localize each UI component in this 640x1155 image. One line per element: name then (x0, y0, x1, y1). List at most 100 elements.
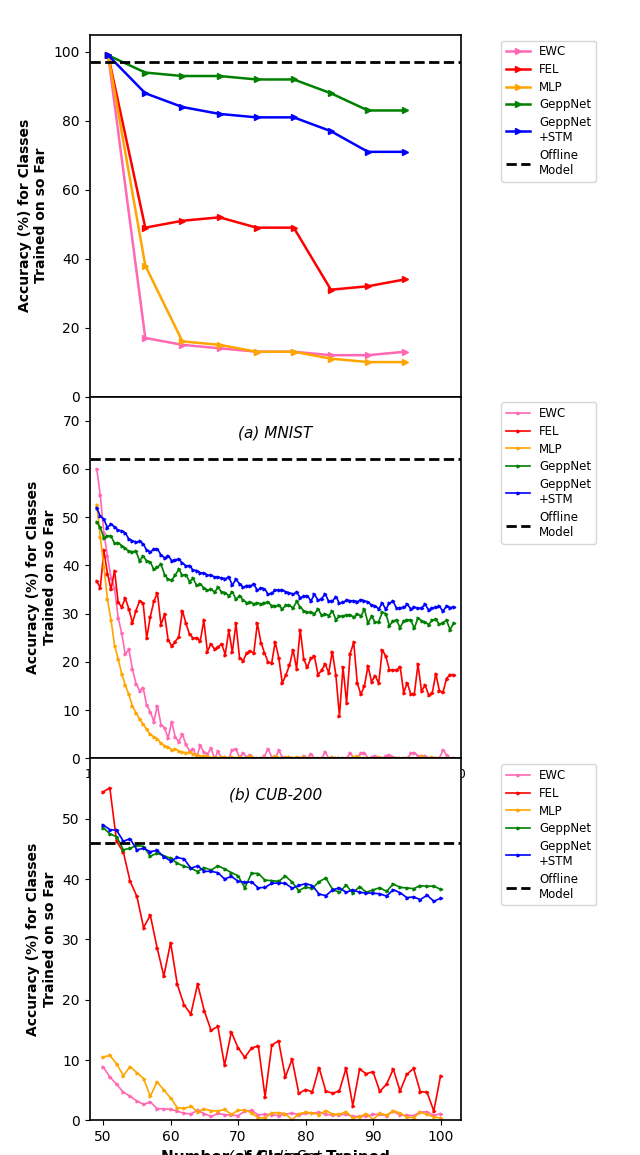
GeppNet
+STM (182, 559, 190, 573)
GeppNet
+STM (360, 594, 368, 608)
GeppNet
+STM (343, 594, 351, 608)
MLP (288, 1113, 296, 1127)
GeppNet (450, 616, 458, 629)
GeppNet
+STM (207, 864, 215, 878)
GeppNet
+STM (93, 501, 100, 515)
EWC (450, 752, 458, 766)
GeppNet (93, 515, 100, 529)
GeppNet (257, 597, 265, 611)
Offline
Model (67, 55, 75, 69)
FEL (335, 709, 343, 723)
MLP (327, 352, 335, 366)
FEL (93, 574, 100, 588)
GeppNet (307, 605, 315, 619)
GeppNet
+STM (173, 850, 181, 864)
FEL (253, 221, 260, 234)
MLP (436, 1111, 444, 1125)
GeppNet
+STM (436, 892, 444, 906)
EWC (118, 626, 125, 640)
GeppNet (342, 878, 350, 892)
MLP (179, 335, 186, 349)
FEL (180, 998, 188, 1012)
EWC (141, 331, 149, 345)
GeppNet (179, 69, 186, 83)
GeppNet (200, 860, 208, 874)
EWC (179, 338, 186, 352)
GeppNet (141, 66, 149, 80)
GeppNet
+STM (450, 599, 458, 613)
EWC (253, 345, 260, 359)
EWC (349, 1110, 356, 1124)
FEL (430, 1104, 438, 1118)
Y-axis label: Accuracy (%) for Classes
Trained on so Far: Accuracy (%) for Classes Trained on so F… (26, 843, 57, 1036)
EWC (99, 1060, 107, 1074)
MLP (430, 1110, 438, 1124)
Line: FEL: FEL (95, 549, 455, 717)
EWC (93, 462, 100, 476)
MLP (401, 355, 409, 368)
Y-axis label: Accuracy (%) for Classes
Trained on so Far: Accuracy (%) for Classes Trained on so F… (26, 480, 57, 675)
MLP (335, 1108, 343, 1122)
MLP (93, 498, 100, 512)
GeppNet (360, 603, 368, 617)
GeppNet
+STM (104, 49, 112, 62)
Text: (b) CUB-200: (b) CUB-200 (228, 788, 322, 803)
Line: GeppNet
+STM: GeppNet +STM (102, 824, 442, 903)
X-axis label: Number of Classes Trained: Number of Classes Trained (161, 787, 390, 802)
FEL (186, 627, 193, 641)
Line: GeppNet: GeppNet (95, 521, 455, 631)
FEL (350, 635, 358, 649)
Text: (a) MNIST: (a) MNIST (238, 425, 312, 440)
EWC (182, 737, 190, 751)
MLP (346, 751, 354, 765)
EWC (200, 1106, 208, 1120)
Line: GeppNet: GeppNet (105, 52, 408, 114)
FEL (450, 668, 458, 681)
EWC (207, 1110, 215, 1124)
FEL (179, 214, 186, 228)
FEL (99, 785, 107, 799)
GeppNet (182, 568, 190, 582)
EWC (346, 746, 354, 760)
EWC (104, 49, 112, 62)
FEL (436, 1068, 444, 1082)
MLP (104, 49, 112, 62)
GeppNet (401, 104, 409, 118)
GeppNet
+STM (179, 100, 186, 114)
X-axis label: Number of Classes Trained: Number of Classes Trained (161, 426, 390, 441)
Line: MLP: MLP (95, 504, 455, 760)
Line: MLP: MLP (105, 52, 408, 365)
GeppNet (207, 863, 215, 877)
FEL (216, 210, 223, 224)
X-axis label: Number of Classes Trained: Number of Classes Trained (161, 1149, 390, 1155)
MLP (141, 259, 149, 273)
Line: GeppNet: GeppNet (102, 826, 442, 894)
GeppNet
+STM (327, 125, 335, 139)
MLP (253, 345, 260, 359)
MLP (180, 1102, 188, 1116)
GeppNet
+STM (401, 144, 409, 158)
GeppNet (216, 69, 223, 83)
GeppNet
+STM (430, 894, 438, 908)
MLP (225, 752, 233, 766)
EWC (342, 1108, 350, 1122)
MLP (310, 751, 318, 765)
GeppNet
+STM (141, 87, 149, 100)
MLP (99, 1050, 107, 1064)
FEL (423, 1086, 431, 1100)
EWC (327, 349, 335, 363)
MLP (356, 1110, 364, 1124)
Line: FEL: FEL (105, 52, 408, 293)
GeppNet (253, 73, 260, 87)
Legend: EWC, FEL, MLP, GeppNet, GeppNet
+STM, Offline
Model: EWC, FEL, MLP, GeppNet, GeppNet +STM, Of… (501, 40, 596, 181)
FEL (214, 1020, 221, 1034)
EWC (430, 1109, 438, 1123)
Line: GeppNet
+STM: GeppNet +STM (95, 507, 455, 613)
MLP (450, 751, 458, 765)
GeppNet (173, 856, 181, 870)
Line: GeppNet
+STM: GeppNet +STM (105, 52, 408, 155)
GeppNet (430, 879, 438, 893)
FEL (349, 1098, 356, 1112)
Legend: EWC, FEL, MLP, GeppNet, GeppNet
+STM, Offline
Model: EWC, FEL, MLP, GeppNet, GeppNet +STM, Of… (501, 765, 596, 906)
EWC (364, 349, 372, 363)
